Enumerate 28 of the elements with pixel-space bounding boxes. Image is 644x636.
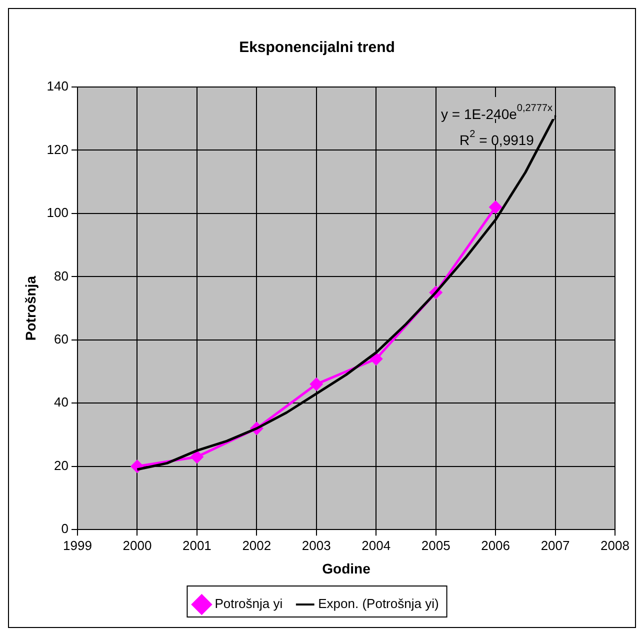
x-tick-label: 2006 <box>481 538 510 553</box>
y-tick-label: 120 <box>46 142 68 157</box>
y-tick-label: 60 <box>54 331 68 346</box>
x-tick-label: 2005 <box>421 538 450 553</box>
x-tick-label: 1999 <box>63 538 92 553</box>
x-tick-label: 2004 <box>362 538 391 553</box>
point <box>489 200 502 214</box>
x-tick-label: 2008 <box>600 538 630 553</box>
y-tick-label: 140 <box>46 78 68 94</box>
x-tick-label: 2000 <box>122 538 152 553</box>
x-tick-label: 2001 <box>182 538 212 553</box>
x-tick-label: 2002 <box>242 538 272 553</box>
x-axis-title: Godine <box>322 560 371 576</box>
y-tick-label: 40 <box>54 394 68 410</box>
point <box>190 450 204 464</box>
legend-label: Potrošnja yi <box>214 596 283 612</box>
x-tick-label: 2007 <box>540 538 570 553</box>
y-tick-label: 20 <box>54 458 68 473</box>
y-tick-label: 80 <box>54 268 68 284</box>
y-tick-label: 0 <box>61 521 68 536</box>
chart-title: Eksponencijalni trend <box>239 39 395 56</box>
point <box>310 378 323 390</box>
y-axis-title: Potrošnja <box>22 276 38 341</box>
y-tick-label: 100 <box>46 205 68 220</box>
legend-label: Expon. (Potrošnja yi) <box>318 596 439 612</box>
point <box>130 460 144 473</box>
point <box>370 352 382 366</box>
x-tick-label: 2003 <box>302 538 331 553</box>
